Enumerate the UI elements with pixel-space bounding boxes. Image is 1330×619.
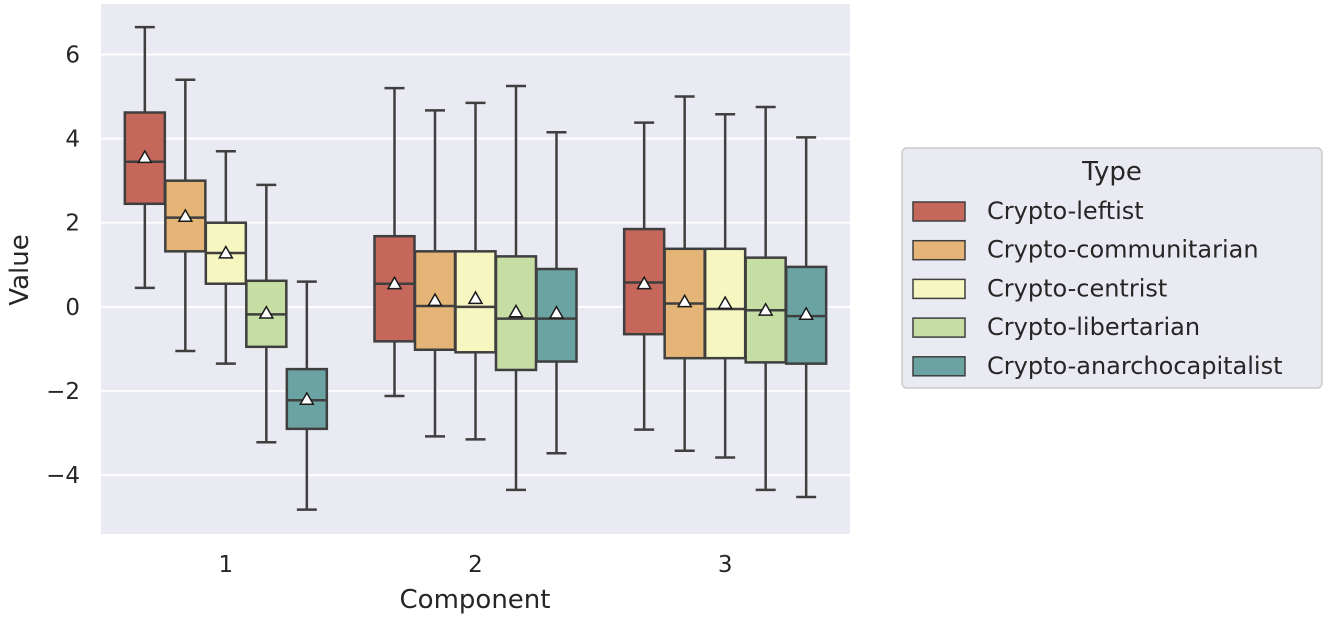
legend-swatch [912,356,966,377]
box-crypto-centrist-component-1 [204,149,248,365]
mean-marker [137,149,153,164]
mean-marker [299,391,315,406]
mean-marker [386,275,403,290]
box-crypto-anarchocapitalist-component-1 [285,280,329,511]
box-crypto-libertarian-component-3 [744,105,787,492]
box-crypto-anarchocapitalist-component-3 [784,136,828,499]
box-crypto-leftist-component-2 [373,86,416,398]
legend-label: Crypto-centrist [987,274,1167,302]
y-axis-title: Value [5,234,35,305]
y-tick-label: 4 [65,127,80,153]
x-axis-title: Component [400,585,551,615]
legend-label: Crypto-anarchocapitalist [987,352,1283,380]
boxes-layer [123,25,828,511]
mean-marker [676,293,693,308]
mean-marker [717,295,733,310]
mean-marker [427,292,443,307]
box-crypto-communitarian-component-3 [663,95,706,452]
legend-label: Crypto-communitarian [987,236,1259,264]
legend-swatch [912,278,966,300]
box-crypto-communitarian-component-2 [413,109,457,438]
box-crypto-anarchocapitalist-component-2 [535,131,578,455]
box-crypto-leftist-component-3 [622,121,666,431]
box-crypto-centrist-component-2 [454,101,497,441]
legend-frame [901,147,1323,389]
y-tick-label: −2 [46,379,80,405]
iqr-box [454,250,497,354]
mean-marker [218,245,234,259]
y-tick-label: 0 [65,295,80,321]
legend: Type Crypto-leftistCrypto-communitarianC… [901,147,1323,389]
x-axis-ticks: 1 2 3 [219,552,733,578]
y-tick-label: −4 [46,463,80,489]
box-crypto-communitarian-component-1 [164,78,207,353]
mean-marker [636,275,652,290]
mean-marker [508,303,524,318]
y-tick-label: 2 [65,211,80,237]
box-crypto-libertarian-component-2 [494,84,538,492]
x-tick-label: 1 [219,552,234,578]
legend-swatch [912,239,966,261]
mean-marker [548,305,565,319]
legend-label: Crypto-leftist [987,197,1144,225]
x-tick-label: 3 [718,552,733,578]
legend-label: Crypto-libertarian [987,313,1200,341]
box-crypto-centrist-component-3 [703,112,747,459]
box-crypto-libertarian-component-1 [245,183,288,444]
legend-items: Crypto-leftist Crypto-communitarian Crypto… [912,197,1283,380]
legend-title: Type [1081,157,1142,187]
box-crypto-leftist-component-1 [123,25,167,290]
mean-marker [757,302,774,316]
x-tick-label: 2 [468,552,483,578]
mean-marker [467,290,484,305]
mean-marker [258,305,275,319]
y-axis-ticks: −4 −2 0 2 4 6 [46,42,80,489]
mean-marker [798,306,814,321]
legend-swatch [912,317,966,338]
legend-swatch [912,201,966,222]
mean-marker [177,208,194,223]
y-tick-label: 6 [65,42,80,68]
